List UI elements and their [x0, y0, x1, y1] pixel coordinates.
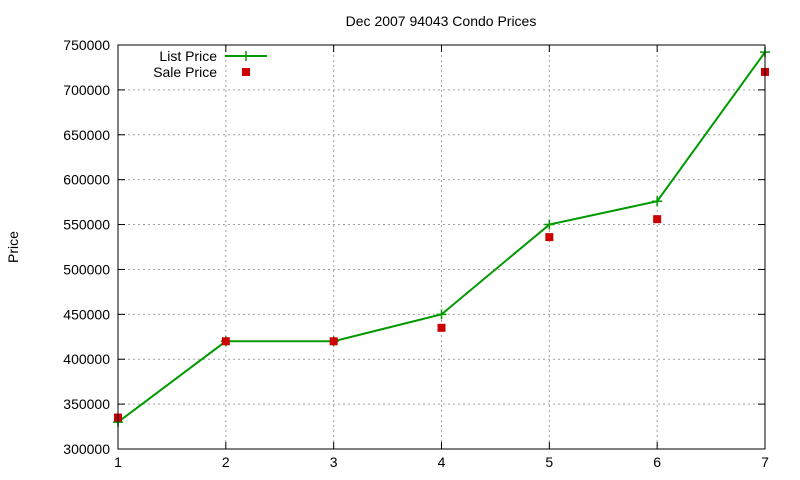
x-tick-label: 4 [438, 454, 446, 470]
x-tick-label: 3 [330, 454, 338, 470]
data-point [545, 233, 554, 242]
chart-title: Dec 2007 94043 Condo Prices [346, 13, 537, 29]
legend-label: Sale Price [153, 64, 217, 80]
grid [118, 45, 765, 449]
data-point [221, 337, 230, 346]
tick-labels: 300000 350000 400000 450000 500000 550000 6000… [63, 37, 769, 470]
y-axis-label: Price [5, 231, 21, 263]
x-tick-label: 1 [114, 454, 122, 470]
legend-label: List Price [159, 48, 217, 64]
y-tick-label: 750000 [63, 37, 110, 53]
data-point [437, 323, 446, 332]
y-tick-label: 550000 [63, 217, 110, 233]
y-tick-label: 300000 [63, 441, 110, 457]
data-point [329, 337, 338, 346]
data-point [436, 309, 447, 320]
data-point [544, 219, 555, 230]
y-tick-label: 700000 [63, 82, 110, 98]
legend-marker [242, 68, 250, 76]
y-tick-label: 600000 [63, 172, 110, 188]
x-tick-label: 7 [761, 454, 769, 470]
plot-frame [117, 44, 766, 450]
data-point [653, 215, 662, 224]
data-point [652, 196, 663, 207]
x-tick-label: 2 [222, 454, 230, 470]
y-tick-label: 350000 [63, 396, 110, 412]
y-tick-label: 650000 [63, 127, 110, 143]
y-tick-label: 450000 [63, 306, 110, 322]
y-tick-label: 500000 [63, 261, 110, 277]
x-tick-label: 5 [545, 454, 553, 470]
x-tick-label: 6 [653, 454, 661, 470]
y-tick-label: 400000 [63, 351, 110, 367]
legend-marker [241, 51, 251, 61]
